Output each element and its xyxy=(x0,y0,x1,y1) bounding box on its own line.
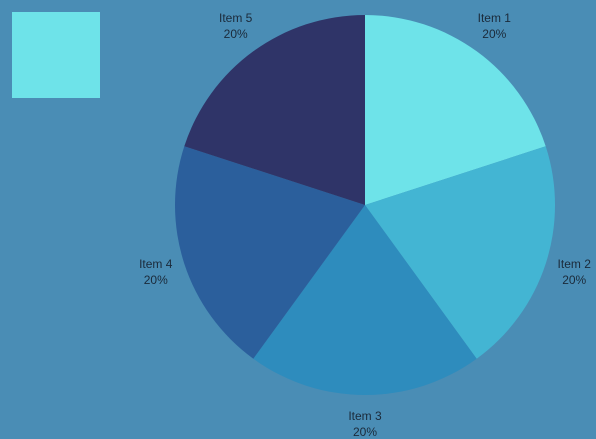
pie-slice xyxy=(253,205,477,396)
value-label: 20% xyxy=(224,27,248,41)
slice-label: Item 2 xyxy=(558,257,592,271)
pie-slice xyxy=(365,146,555,359)
decorative-square xyxy=(12,12,100,98)
value-label: 20% xyxy=(562,273,586,287)
slice-label: Item 1 xyxy=(478,11,512,25)
value-label: 20% xyxy=(353,425,377,439)
pie-slice xyxy=(184,14,365,205)
value-label: 20% xyxy=(482,27,506,41)
pie-slice xyxy=(365,15,546,205)
slice-label: Item 5 xyxy=(219,11,253,25)
pie-slice xyxy=(174,146,365,359)
slice-label: Item 3 xyxy=(348,409,382,423)
value-label: 20% xyxy=(144,273,168,287)
slice-label: Item 4 xyxy=(139,257,173,271)
